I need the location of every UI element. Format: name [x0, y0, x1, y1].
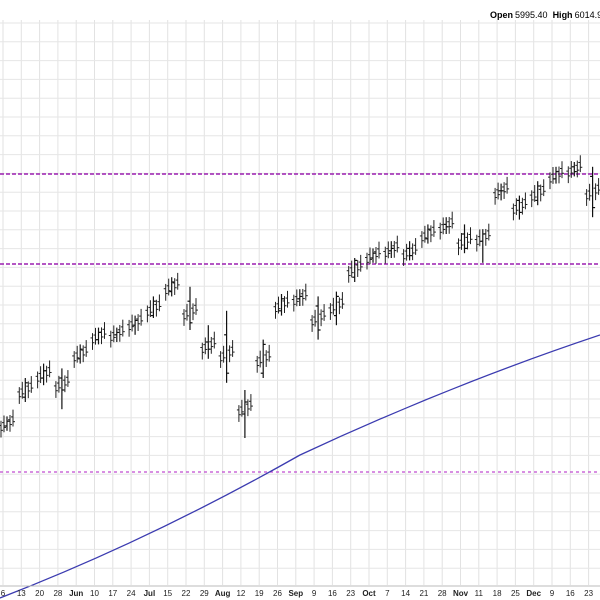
ohlc-bar [72, 340, 89, 368]
ohlc-bar [310, 296, 327, 340]
moving-average-line [0, 334, 600, 599]
ohlc-bar [35, 360, 52, 389]
ohlc-readout: Open 5995.40 High 6014.9 [490, 10, 600, 20]
horizontal-reference-lines [0, 173, 600, 473]
moving-average [0, 334, 600, 599]
x-tick-label: 12 [236, 589, 245, 598]
ohlc-bar [0, 409, 15, 438]
ohlc-bar [438, 211, 455, 240]
ohlc-bar [548, 161, 564, 190]
high-value: 6014.9 [574, 10, 600, 20]
x-tick-label: 13 [17, 589, 26, 598]
x-tick-label: 26 [273, 589, 282, 598]
x-tick-label: Sep [288, 589, 303, 598]
x-tick-label: 11 [475, 589, 484, 598]
ohlc-bar [529, 179, 546, 208]
open-label: Open [490, 10, 514, 20]
x-tick-label: Jun [69, 589, 83, 598]
x-tick-label: 17 [108, 589, 117, 598]
x-tick-label: 16 [566, 589, 575, 598]
ohlc-bar [566, 155, 583, 184]
ohlc-bar [401, 238, 418, 266]
ohlc-bar [328, 291, 345, 326]
x-tick-label: 10 [90, 589, 99, 598]
ohlc-bar [383, 235, 400, 264]
ohlc-bar [90, 322, 107, 350]
ohlc-bar [53, 368, 70, 410]
chart-grid [0, 20, 600, 585]
x-tick-label: Dec [526, 589, 541, 598]
x-tick-label: 19 [255, 589, 264, 598]
x-tick-label: Jul [144, 589, 156, 598]
ohlc-bar [365, 241, 381, 270]
x-tick-label: 14 [401, 589, 410, 598]
ohlc-bar [273, 290, 290, 319]
ohlc-bar [584, 166, 600, 218]
x-tick-label: 16 [328, 589, 337, 598]
ohlc-bar [291, 283, 308, 312]
ohlc-bar [218, 310, 235, 383]
ohlc-bar [493, 176, 510, 205]
ohlc-bar [127, 308, 144, 337]
open-value: 5995.40 [515, 10, 548, 20]
x-tick-label: Oct [362, 589, 376, 598]
x-tick-label: 18 [493, 589, 502, 598]
ohlc-bar [145, 294, 162, 323]
price-bars [0, 155, 600, 438]
x-tick-label: 23 [584, 589, 593, 598]
ohlc-bar [200, 325, 217, 360]
x-tick-label: 6 [1, 589, 6, 598]
ohlc-bar [419, 220, 436, 248]
high-label: High [552, 10, 573, 20]
x-tick-label: Aug [215, 589, 231, 598]
ohlc-bar [346, 254, 363, 283]
ohlc-bar [182, 286, 198, 330]
ohlc-bar [456, 224, 473, 256]
x-tick-label: 15 [163, 589, 172, 598]
x-tick-label: Nov [453, 589, 469, 598]
x-tick-label: 9 [312, 589, 317, 598]
ohlc-bar [17, 376, 34, 404]
x-tick-label: 21 [419, 589, 428, 598]
ohlc-bar [474, 223, 491, 263]
x-tick-label: 24 [127, 589, 136, 598]
ohlc-bar [108, 319, 125, 348]
ohlc-bar [236, 390, 253, 438]
x-tick-label: 28 [53, 589, 62, 598]
x-tick-label: 7 [385, 589, 390, 598]
x-axis: 6 13 20 28 Jun 10 17 24 Jul 15 22 29 Aug 12 19 26 Sep 9 16… [0, 585, 600, 598]
x-tick-label: 20 [35, 589, 44, 598]
x-tick-label: 25 [511, 589, 520, 598]
ohlc-bar [255, 339, 272, 378]
ohlc-bar [163, 272, 180, 301]
x-tick-label: 23 [346, 589, 355, 598]
x-tick-label: 22 [182, 589, 191, 598]
ohlc-bar [511, 192, 528, 221]
x-tick-label: 9 [550, 589, 555, 598]
x-tick-label: 28 [438, 589, 447, 598]
x-tick-label: 29 [200, 589, 209, 598]
